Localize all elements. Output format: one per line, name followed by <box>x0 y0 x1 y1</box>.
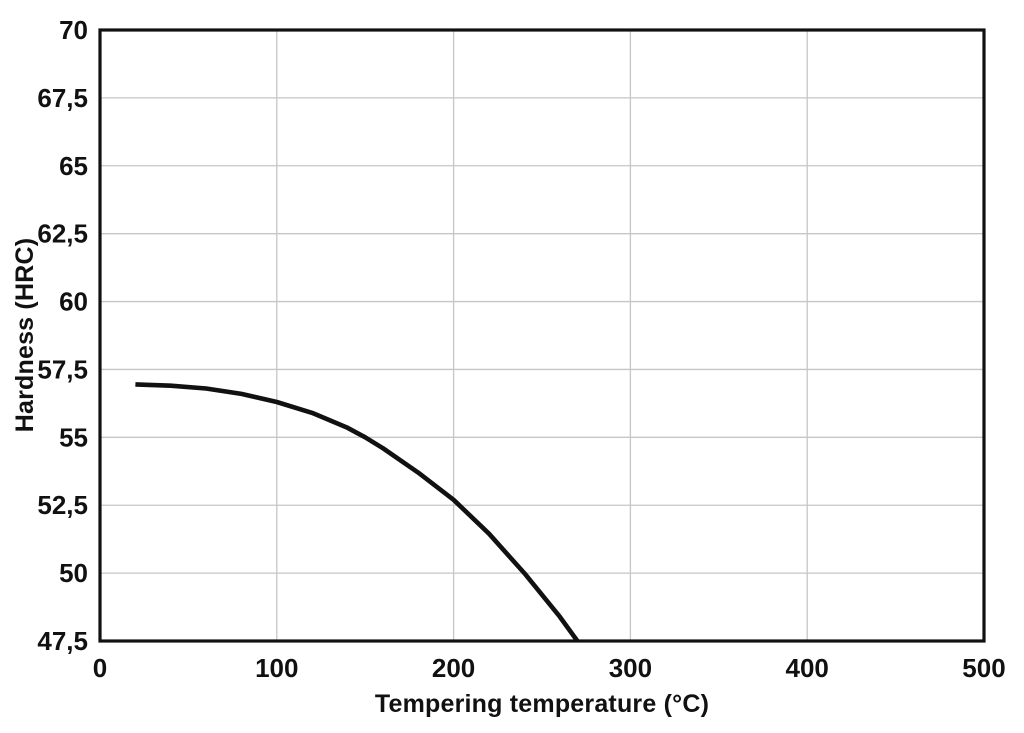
y-tick-label: 62,5 <box>37 219 88 249</box>
x-axis-title: Tempering temperature (°C) <box>375 690 709 718</box>
gridlines <box>100 30 984 641</box>
y-tick-label: 55 <box>59 422 88 452</box>
y-tick-label: 67,5 <box>37 83 88 113</box>
y-tick-label: 50 <box>59 558 88 588</box>
x-tick-label: 300 <box>609 653 652 683</box>
x-tick-label: 500 <box>962 653 1005 683</box>
y-axis-title: Hardness (HRC) <box>11 238 39 433</box>
y-tick-label: 65 <box>59 151 88 181</box>
x-axis-tick-labels: 0 100 200 300 400 500 <box>93 653 1006 683</box>
y-tick-label: 70 <box>59 15 88 45</box>
plot-frame <box>98 28 986 643</box>
x-tick-label: 100 <box>255 653 298 683</box>
y-tick-label: 47,5 <box>37 626 88 656</box>
y-tick-label: 57,5 <box>37 354 88 384</box>
y-tick-label: 52,5 <box>37 490 88 520</box>
x-tick-label: 200 <box>432 653 475 683</box>
hardness-curve <box>135 382 580 643</box>
x-tick-label: 0 <box>93 653 107 683</box>
y-axis-tick-labels: 47,5 50 52,5 55 57,5 60 62,5 65 67,5 70 <box>37 15 88 656</box>
x-tick-label: 400 <box>786 653 829 683</box>
y-tick-label: 60 <box>59 287 88 317</box>
